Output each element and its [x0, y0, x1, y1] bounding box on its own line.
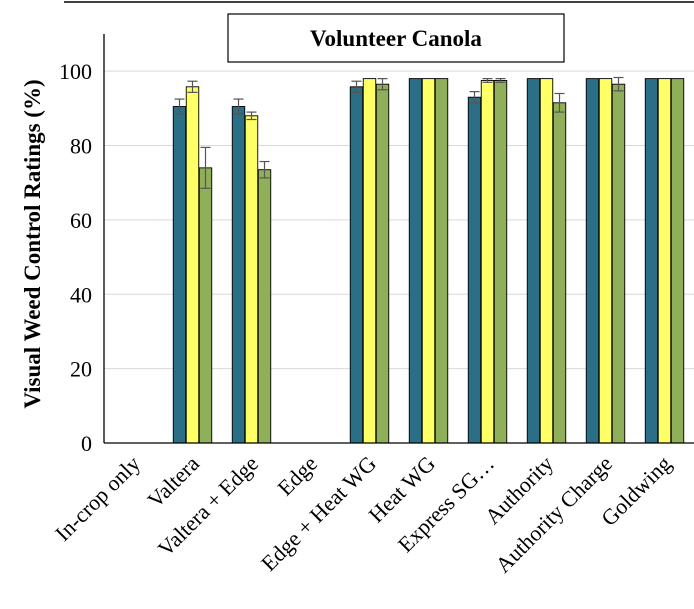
y-tick-label: 100 [59, 59, 92, 84]
bar [231, 106, 246, 444]
bar [349, 86, 364, 444]
bar [493, 80, 508, 444]
bar [552, 102, 567, 444]
bar [480, 80, 495, 444]
bar [408, 78, 423, 444]
x-tick-label: In-crop only [50, 451, 145, 546]
bar [172, 106, 187, 444]
y-tick-label: 80 [70, 134, 92, 159]
bar [434, 78, 449, 444]
bar [611, 83, 626, 444]
bar [539, 78, 554, 444]
y-tick-labels: 0 20 40 60 80 100 [59, 59, 92, 456]
y-axis-label: Visual Weed Control Ratings (%) [20, 79, 45, 408]
y-tick-label: 40 [70, 282, 92, 307]
x-tick-label: Edge [272, 451, 322, 501]
bars [172, 78, 685, 444]
bar [257, 169, 272, 444]
y-tick-label: 0 [81, 431, 92, 456]
chart-title-box: Volunteer Canola [227, 13, 565, 63]
error-bars [174, 76, 624, 189]
bar [244, 115, 259, 444]
bar [657, 78, 672, 444]
bar [598, 78, 613, 444]
bar [526, 78, 541, 444]
bar [421, 78, 436, 444]
bar [362, 78, 377, 444]
bar [585, 78, 600, 444]
y-tick-label: 20 [70, 357, 92, 382]
bar [198, 167, 213, 444]
chart-title: Volunteer Canola [310, 26, 482, 51]
bar [670, 78, 685, 444]
bar [185, 86, 200, 444]
y-tick-label: 60 [70, 208, 92, 233]
bar [467, 96, 482, 444]
bar [375, 83, 390, 444]
bar [644, 78, 659, 444]
